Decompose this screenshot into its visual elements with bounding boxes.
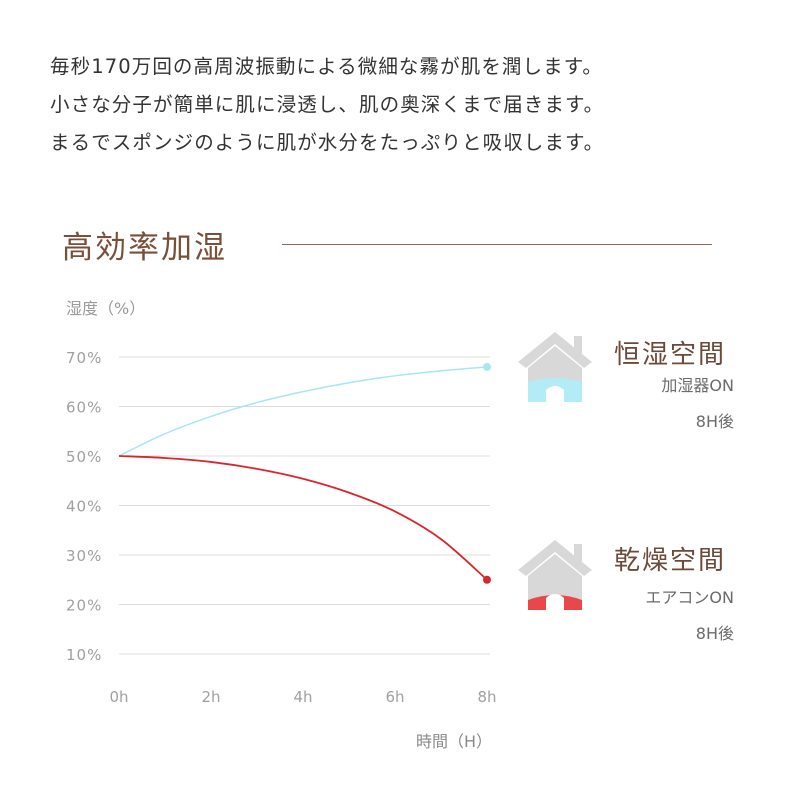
intro-line: まるでスポンジのように肌が水分をたっぷりと吸収します。 bbox=[50, 131, 605, 154]
series-humid-line bbox=[118, 366, 488, 457]
x-axis-label: 時間（H） bbox=[416, 732, 492, 751]
intro-line: 毎秒170万回の高周波振動による微細な霧が肌を潤します。 bbox=[50, 55, 603, 78]
legend-dry-title: 乾燥空間 bbox=[614, 546, 727, 576]
y-tick-label: 30% bbox=[66, 547, 102, 565]
intro-line: 小さな分子が簡単に肌に浸透し、肌の奥深くまで届きます。 bbox=[50, 93, 605, 116]
legend-humid-sub2: 8H後 bbox=[695, 412, 734, 431]
y-tick-label: 70% bbox=[66, 349, 102, 367]
legend-dry-sub2: 8H後 bbox=[695, 624, 734, 643]
legend-humid-sub1: 加湿器ON bbox=[661, 376, 734, 395]
series-dry-endpoint bbox=[483, 575, 491, 584]
series-dry-line bbox=[118, 455, 488, 581]
y-tick-label: 40% bbox=[66, 498, 102, 516]
x-tick-label: 0h bbox=[109, 688, 128, 706]
legend-humid-title: 恒湿空間 bbox=[614, 340, 727, 370]
x-tick-label: 6h bbox=[385, 688, 404, 706]
title-divider bbox=[282, 244, 712, 245]
series-humid-endpoint bbox=[483, 362, 491, 371]
y-axis-label: 湿度（%） bbox=[66, 299, 145, 318]
y-tick-label: 50% bbox=[66, 448, 102, 466]
y-tick-label: 20% bbox=[66, 597, 102, 615]
section-title: 高効率加湿 bbox=[62, 230, 227, 266]
y-tick-label: 10% bbox=[66, 646, 102, 664]
x-tick-label: 4h bbox=[293, 688, 312, 706]
y-tick-label: 60% bbox=[66, 399, 102, 417]
x-tick-label: 8h bbox=[477, 688, 496, 706]
intro-text: 毎秒170万回の高周波振動による微細な霧が肌を潤します。 小さな分子が簡単に肌に… bbox=[50, 48, 770, 162]
house-dry-icon bbox=[518, 540, 592, 610]
legend-dry-sub1: エアコンON bbox=[645, 588, 734, 607]
x-tick-label: 2h bbox=[201, 688, 220, 706]
house-humid-icon bbox=[518, 332, 592, 402]
